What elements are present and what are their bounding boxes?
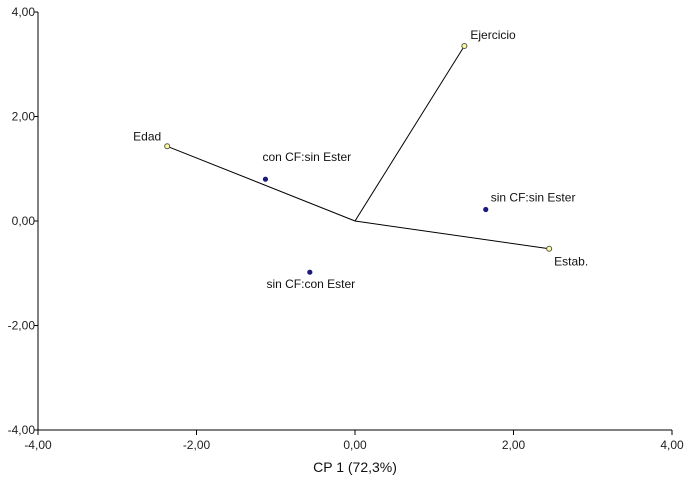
data-point (483, 206, 489, 213)
vector-line (166, 145, 356, 222)
axes: -4,00 -2,00 0,00 2,00 4,00 -4,00 -2,00 0,00 2,00… (8, 5, 684, 452)
point-label: Estab. (554, 255, 588, 269)
vector-line (354, 45, 465, 222)
vector-line (354, 220, 550, 250)
x-tick-label: 4,00 (660, 438, 684, 452)
y-tick-label: 2,00 (12, 110, 36, 124)
point-label: sin CF:con Ester (266, 277, 355, 291)
y-tick-label: 4,00 (12, 5, 36, 19)
x-tick-label: 2,00 (502, 438, 526, 452)
x-tick-label: 0,00 (343, 438, 367, 452)
point-label: con CF:sin Ester (262, 150, 351, 164)
point-label: Edad (133, 129, 161, 143)
data-point (307, 269, 313, 275)
vector-point (546, 245, 553, 252)
point-label: Ejercicio (470, 28, 516, 42)
vector-lines (166, 45, 550, 250)
y-tick-label: -4,00 (8, 423, 36, 437)
y-tick-label: 0,00 (12, 214, 36, 228)
data-point (262, 176, 269, 182)
vector-point (164, 143, 171, 150)
vector-point (461, 42, 468, 49)
x-tick-label: -2,00 (183, 438, 211, 452)
x-tick-label: -4,00 (24, 438, 52, 452)
y-tick-label: -2,00 (8, 319, 36, 333)
point-label: sin CF:sin Ester (491, 191, 576, 205)
points: con CF:sin Ester sin CF:sin Ester sin CF:c… (133, 28, 588, 291)
x-axis-title: CP 1 (72,3%) (313, 459, 397, 475)
